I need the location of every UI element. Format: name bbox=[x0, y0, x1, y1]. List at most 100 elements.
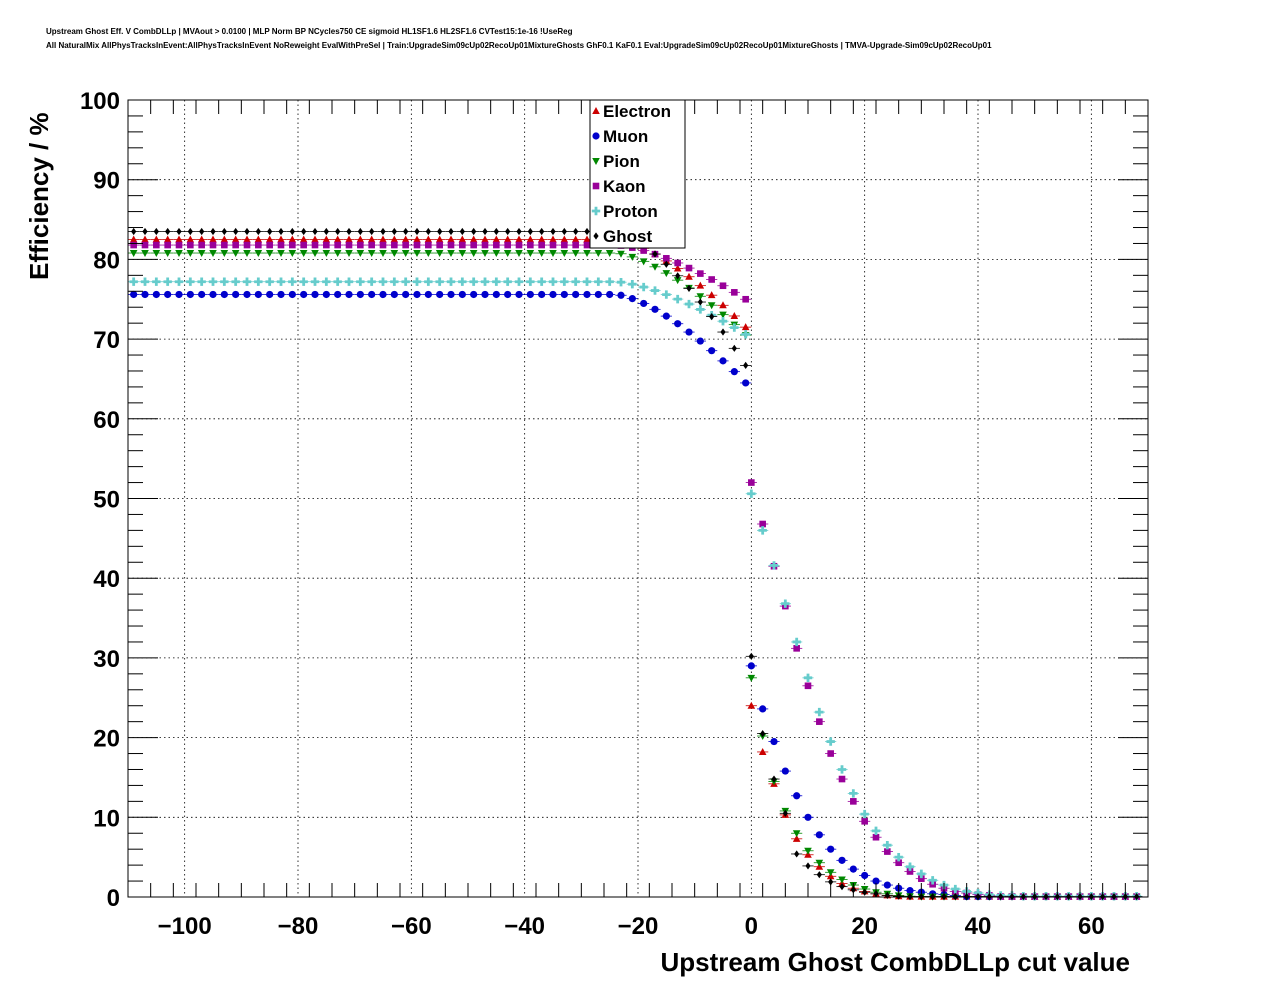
data-point bbox=[550, 227, 556, 236]
data-point bbox=[741, 323, 750, 331]
data-point bbox=[572, 290, 580, 299]
data-point bbox=[582, 277, 592, 286]
data-point bbox=[594, 277, 603, 286]
data-point bbox=[209, 250, 217, 258]
data-point bbox=[367, 235, 376, 243]
data-point bbox=[311, 290, 319, 299]
data-point bbox=[515, 235, 523, 243]
data-point bbox=[826, 869, 835, 877]
legend: Electron Muon Pion Kaon Proton Ghost bbox=[589, 99, 686, 249]
data-point bbox=[730, 323, 739, 332]
data-point bbox=[594, 250, 603, 258]
data-point bbox=[804, 682, 812, 690]
data-point bbox=[862, 888, 868, 896]
data-point bbox=[357, 241, 364, 249]
y-tick-label: 60 bbox=[93, 407, 120, 434]
data-point bbox=[616, 277, 626, 287]
legend-entries: Electron Muon Pion Kaon Proton Ghost bbox=[591, 102, 671, 246]
data-point bbox=[379, 235, 387, 243]
data-point bbox=[747, 701, 756, 709]
data-point bbox=[758, 747, 767, 755]
data-point bbox=[436, 290, 444, 299]
data-point bbox=[505, 227, 511, 236]
data-point bbox=[537, 250, 546, 258]
data-point bbox=[515, 250, 523, 258]
series-ghost bbox=[128, 227, 1143, 901]
data-point bbox=[459, 241, 466, 249]
data-point bbox=[838, 856, 846, 864]
data-point bbox=[696, 281, 705, 289]
data-point bbox=[447, 235, 455, 243]
data-point bbox=[792, 830, 801, 838]
data-point bbox=[673, 294, 682, 304]
data-point bbox=[130, 241, 137, 249]
data-point bbox=[199, 227, 205, 236]
data-point bbox=[447, 290, 455, 299]
data-point bbox=[278, 227, 284, 236]
data-point bbox=[759, 705, 767, 713]
data-point bbox=[141, 290, 149, 299]
data-point bbox=[481, 290, 489, 299]
data-point bbox=[548, 277, 558, 286]
data-point bbox=[573, 227, 579, 236]
data-point bbox=[391, 227, 397, 236]
data-point bbox=[571, 250, 580, 258]
data-point bbox=[561, 227, 567, 236]
y-tick-label: 100 bbox=[80, 88, 120, 115]
data-point bbox=[129, 277, 138, 286]
data-point bbox=[492, 235, 501, 243]
data-point bbox=[424, 235, 433, 243]
y-tick-label: 0 bbox=[107, 885, 120, 912]
data-point bbox=[231, 277, 240, 286]
data-point bbox=[186, 235, 195, 243]
data-point bbox=[537, 277, 546, 286]
data-point bbox=[335, 227, 341, 236]
x-axis-title: Upstream Ghost CombDLLp cut value bbox=[661, 947, 1131, 977]
data-point bbox=[549, 241, 557, 249]
data-point bbox=[220, 290, 228, 299]
data-point bbox=[197, 235, 206, 243]
data-point bbox=[255, 241, 262, 249]
data-point bbox=[707, 302, 716, 310]
data-point bbox=[198, 241, 205, 249]
data-point bbox=[527, 227, 533, 236]
data-point bbox=[537, 235, 546, 243]
data-point bbox=[233, 227, 239, 236]
data-point bbox=[471, 227, 477, 236]
data-point bbox=[760, 730, 766, 738]
data-point bbox=[141, 235, 149, 243]
legend-marker-pion bbox=[592, 158, 600, 165]
data-point bbox=[152, 290, 160, 299]
data-point bbox=[515, 241, 523, 249]
y-tick-label: 50 bbox=[93, 487, 120, 514]
data-point bbox=[345, 235, 353, 243]
data-point bbox=[277, 290, 285, 299]
data-point bbox=[209, 235, 217, 243]
data-point bbox=[402, 241, 409, 249]
data-point bbox=[175, 241, 183, 249]
data-point bbox=[492, 277, 501, 286]
data-point bbox=[871, 826, 881, 836]
data-point bbox=[747, 662, 755, 670]
data-point bbox=[277, 241, 285, 249]
data-point bbox=[186, 277, 195, 286]
data-point bbox=[254, 277, 263, 286]
legend-marker-ghost bbox=[593, 232, 599, 240]
data-point bbox=[571, 235, 580, 243]
data-point bbox=[514, 277, 524, 286]
legend-label-kaon: Kaon bbox=[603, 177, 646, 196]
data-point bbox=[697, 270, 704, 277]
data-point bbox=[492, 290, 500, 299]
data-point bbox=[311, 250, 319, 258]
data-point bbox=[686, 284, 692, 293]
data-point bbox=[367, 250, 376, 258]
data-point bbox=[617, 250, 625, 258]
data-point bbox=[277, 235, 285, 243]
data-point bbox=[708, 276, 715, 283]
data-point bbox=[526, 250, 535, 258]
data-point bbox=[480, 277, 490, 286]
data-point bbox=[481, 235, 489, 243]
data-point bbox=[130, 290, 138, 299]
data-point bbox=[793, 645, 800, 652]
